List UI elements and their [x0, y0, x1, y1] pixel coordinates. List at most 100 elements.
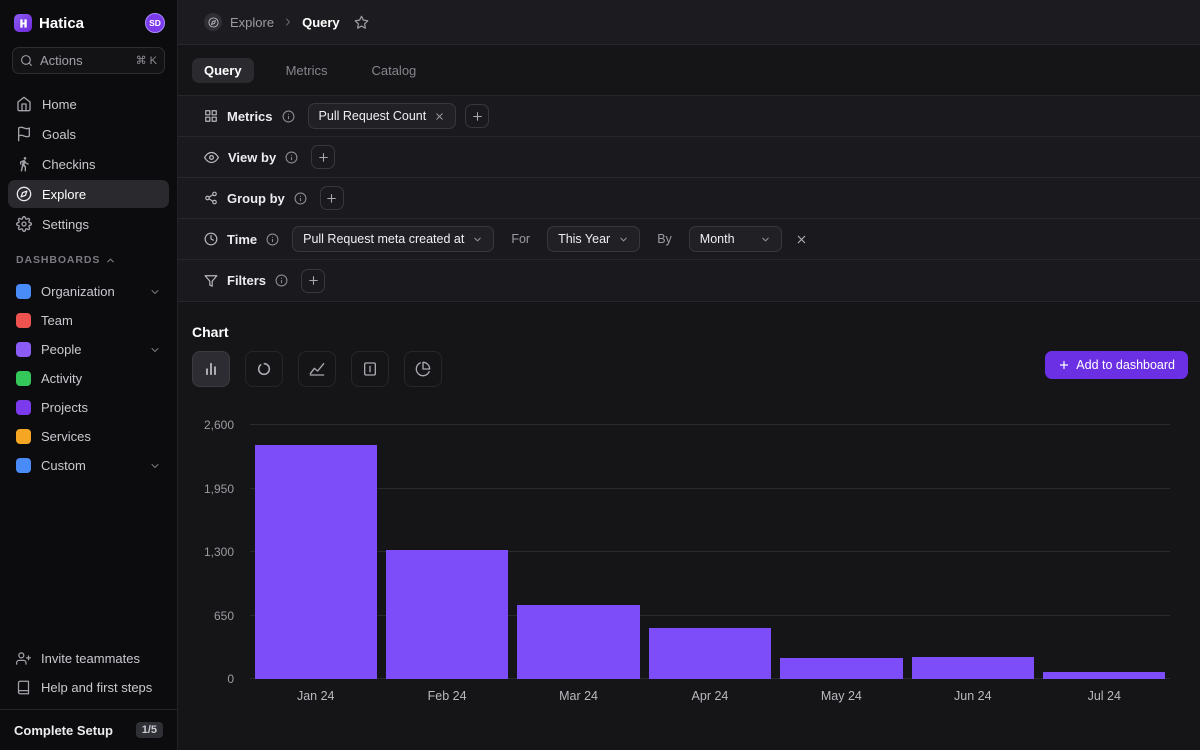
- bar-slot: [513, 425, 644, 679]
- query-row-filters: Filters: [178, 260, 1200, 301]
- breadcrumb-current: Query: [302, 15, 340, 30]
- sidebar: Hatica SD Actions ⌘ K Home Goals Checkin…: [0, 0, 178, 750]
- breadcrumb-parent[interactable]: Explore: [230, 15, 274, 30]
- y-tick-label: 650: [214, 609, 234, 623]
- eye-icon: [204, 150, 219, 165]
- activity-icon: [16, 371, 31, 386]
- chart-type-line-button[interactable]: [298, 351, 336, 387]
- x-tick-label: May 24: [776, 689, 907, 703]
- explore-breadcrumb-icon: [204, 13, 222, 31]
- filters-label: Filters: [227, 273, 266, 288]
- add-metric-button[interactable]: [465, 104, 489, 128]
- add-group-by-button[interactable]: [320, 186, 344, 210]
- sidebar-item-people[interactable]: People: [8, 336, 169, 363]
- bar-jul-24[interactable]: [1043, 672, 1165, 679]
- sidebar-item-services[interactable]: Services: [8, 423, 169, 450]
- chart-type-bar-button[interactable]: [192, 351, 230, 387]
- add-to-dashboard-button[interactable]: Add to dashboard: [1045, 351, 1188, 379]
- add-view-by-button[interactable]: [311, 145, 335, 169]
- info-icon[interactable]: [282, 110, 295, 123]
- search-icon: [20, 54, 33, 67]
- sidebar-item-custom[interactable]: Custom: [8, 452, 169, 479]
- metrics-grid-icon: [204, 109, 218, 123]
- sidebar-item-activity[interactable]: Activity: [8, 365, 169, 392]
- chart-type-donut-button[interactable]: [245, 351, 283, 387]
- help-first-steps-button[interactable]: Help and first steps: [8, 674, 169, 701]
- remove-time-icon[interactable]: [795, 233, 808, 246]
- sidebar-item-team[interactable]: Team: [8, 307, 169, 334]
- projects-icon: [16, 400, 31, 415]
- time-range-value: This Year: [558, 232, 610, 246]
- dashboard-label: Activity: [41, 371, 82, 386]
- y-tick-label: 2,600: [204, 418, 234, 432]
- sidebar-item-projects[interactable]: Projects: [8, 394, 169, 421]
- sidebar-item-goals[interactable]: Goals: [8, 120, 169, 148]
- add-filter-button[interactable]: [301, 269, 325, 293]
- line-chart-icon: [309, 361, 325, 377]
- nav-label: Explore: [42, 187, 86, 202]
- chevron-down-icon[interactable]: [149, 344, 161, 356]
- group-by-label: Group by: [227, 191, 285, 206]
- sidebar-item-organization[interactable]: Organization: [8, 278, 169, 305]
- metric-chip-label: Pull Request Count: [319, 109, 427, 123]
- chevron-up-icon: [105, 255, 116, 266]
- sidebar-spacer: [0, 479, 177, 641]
- x-tick-label: Jun 24: [907, 689, 1038, 703]
- chevron-down-icon[interactable]: [149, 286, 161, 298]
- sidebar-item-home[interactable]: Home: [8, 90, 169, 118]
- dashboards-nav: Organization Team People Activity Projec…: [0, 272, 177, 479]
- bar-mar-24[interactable]: [517, 605, 639, 679]
- y-tick-label: 0: [227, 672, 234, 686]
- time-field-select[interactable]: Pull Request meta created at: [292, 226, 494, 252]
- bar-slot: [644, 425, 775, 679]
- nav-label: Settings: [42, 217, 89, 232]
- time-granularity-select[interactable]: Month: [689, 226, 782, 252]
- favorite-star-icon[interactable]: [354, 15, 369, 30]
- group-nodes-icon: [204, 191, 218, 205]
- info-icon[interactable]: [285, 151, 298, 164]
- bar-may-24[interactable]: [780, 658, 902, 679]
- close-icon[interactable]: [434, 111, 445, 122]
- time-granularity-value: Month: [700, 232, 735, 246]
- info-icon[interactable]: [294, 192, 307, 205]
- avatar[interactable]: SD: [145, 13, 165, 33]
- chart-type-number-button[interactable]: [351, 351, 389, 387]
- sidebar-item-checkins[interactable]: Checkins: [8, 150, 169, 178]
- query-builder: Metrics Pull Request Count View by Group…: [178, 95, 1200, 302]
- sidebar-item-settings[interactable]: Settings: [8, 210, 169, 238]
- bar-apr-24[interactable]: [649, 628, 771, 679]
- custom-icon: [16, 458, 31, 473]
- info-icon[interactable]: [266, 233, 279, 246]
- chart-plot: [250, 425, 1170, 679]
- dashboards-header[interactable]: DASHBOARDS: [0, 238, 177, 272]
- bar-jun-24[interactable]: [912, 657, 1034, 679]
- help-first-steps-label: Help and first steps: [41, 680, 152, 695]
- logo-row: Hatica SD: [0, 0, 177, 43]
- y-tick-label: 1,950: [204, 482, 234, 496]
- clock-icon: [204, 232, 218, 246]
- bar-slot: [907, 425, 1038, 679]
- complete-setup-button[interactable]: Complete Setup 1/5: [0, 709, 177, 750]
- actions-search[interactable]: Actions ⌘ K: [12, 47, 165, 74]
- chart-type-pie-button[interactable]: [404, 351, 442, 387]
- sidebar-item-explore[interactable]: Explore: [8, 180, 169, 208]
- chevron-down-icon[interactable]: [149, 460, 161, 472]
- info-icon[interactable]: [275, 274, 288, 287]
- tab-catalog[interactable]: Catalog: [359, 58, 428, 83]
- bar-feb-24[interactable]: [386, 550, 508, 679]
- tab-query[interactable]: Query: [192, 58, 254, 83]
- organization-icon: [16, 284, 31, 299]
- metric-chip-pull-request-count[interactable]: Pull Request Count: [308, 103, 457, 129]
- bar-jan-24[interactable]: [255, 445, 377, 679]
- x-tick-label: Jul 24: [1039, 689, 1170, 703]
- invite-teammates-button[interactable]: Invite teammates: [8, 645, 169, 672]
- tab-metrics[interactable]: Metrics: [274, 58, 340, 83]
- gear-icon: [16, 216, 32, 232]
- time-range-select[interactable]: This Year: [547, 226, 640, 252]
- compass-icon: [16, 186, 32, 202]
- bar-chart: 06501,3001,9502,600 Jan 24Feb 24Mar 24Ap…: [192, 425, 1188, 703]
- services-icon: [16, 429, 31, 444]
- bar-slot: [1039, 425, 1170, 679]
- tab-bar: Query Metrics Catalog: [178, 45, 1200, 95]
- book-icon: [16, 680, 31, 695]
